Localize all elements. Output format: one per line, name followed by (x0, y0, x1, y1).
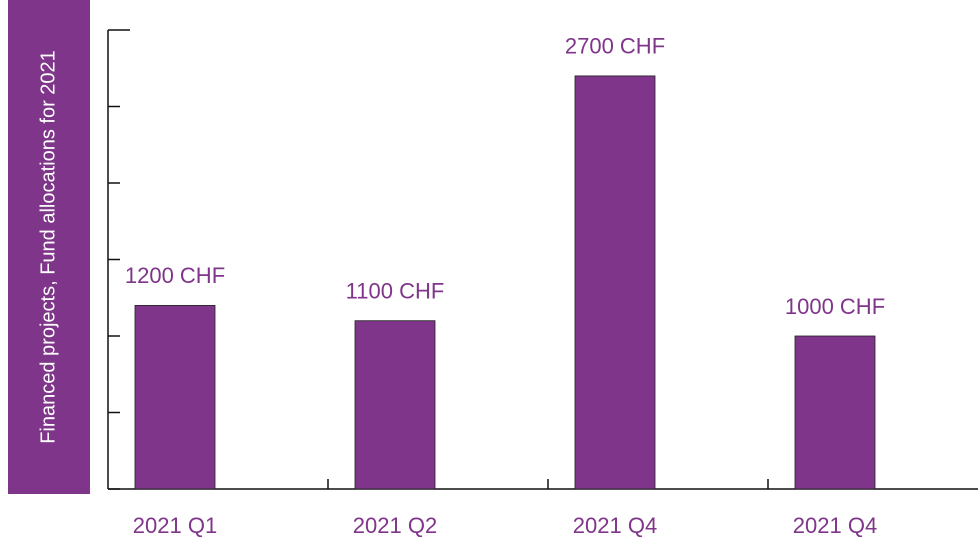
x-tick-label: 2021 Q2 (353, 513, 437, 538)
value-label: 1100 CHF (346, 279, 445, 304)
y-label-box (8, 0, 90, 494)
value-label: 1000 CHF (785, 294, 885, 319)
y-axis-label: Financed projects, Fund allocations for … (37, 50, 59, 444)
bar (134, 304, 216, 490)
bar (354, 320, 436, 490)
value-label: 2700 CHF (565, 34, 665, 59)
bar (794, 335, 876, 490)
x-tick-label: 2021 Q1 (133, 513, 217, 538)
x-tick-label: 2021 Q4 (793, 513, 877, 538)
bar (574, 75, 656, 490)
value-label: 1200 CHF (125, 263, 225, 288)
x-tick-label: 2021 Q4 (573, 513, 657, 538)
